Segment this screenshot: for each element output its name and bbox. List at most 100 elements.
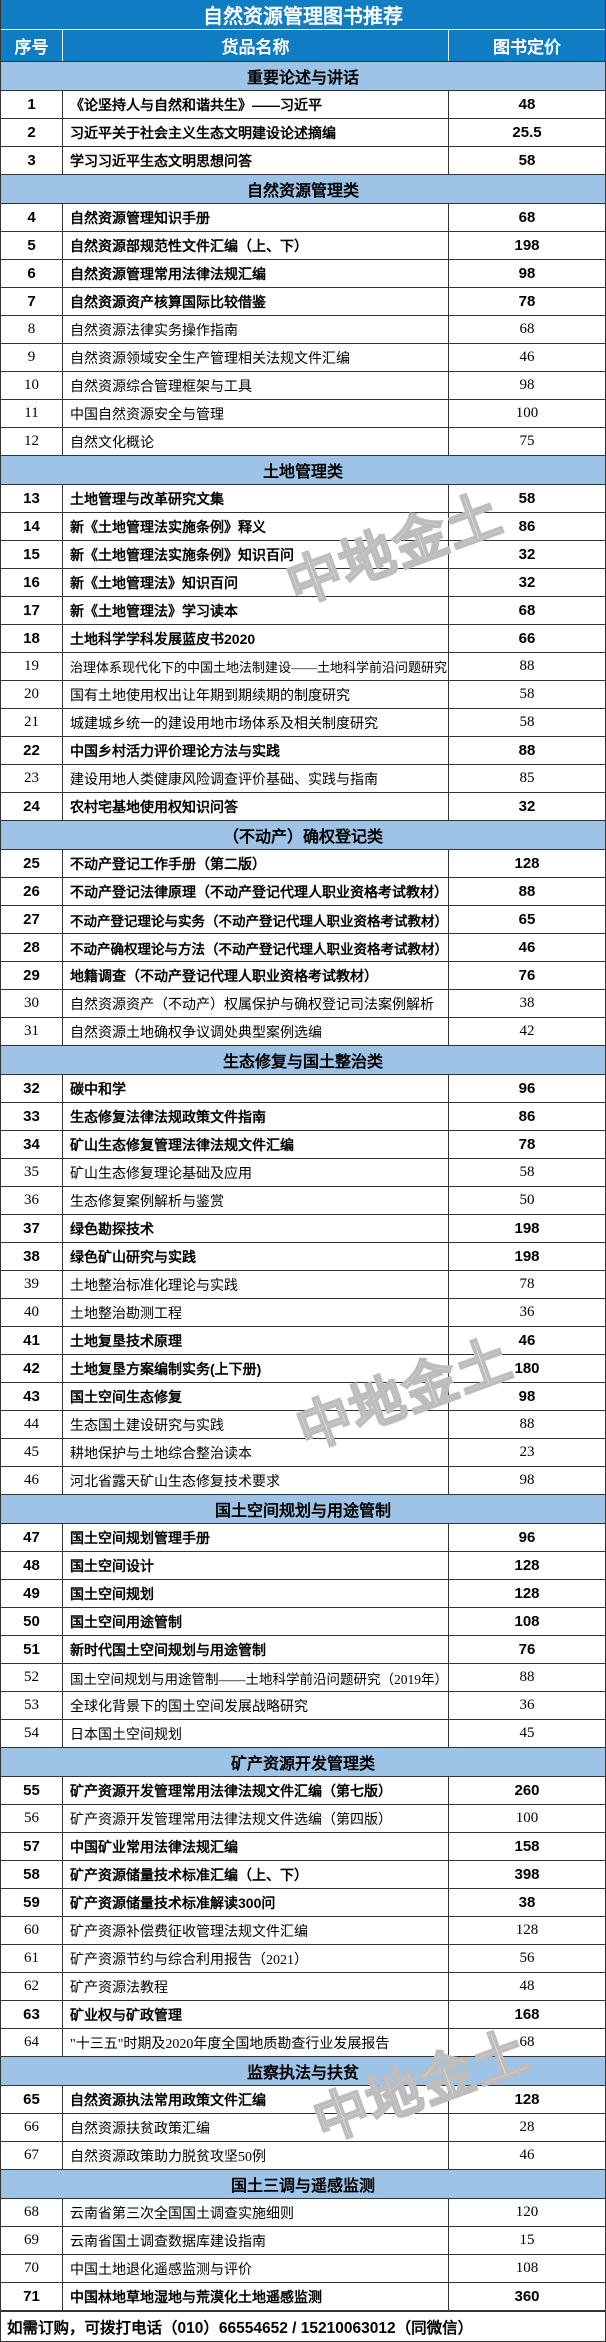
book-title: 自然资源综合管理框架与工具 [63,372,449,399]
book-title: 自然资源土地确权争议调处典型案例选编 [63,1018,449,1045]
row-number: 4 [1,204,63,231]
book-price: 86 [518,518,536,535]
row-number: 39 [1,1271,63,1298]
book-price: 58 [519,714,535,730]
book-price: 25.5 [512,124,542,141]
table-row: 28 不动产确权理论与方法（不动产登记代理人职业资格考试教材） 46 [1,934,605,962]
table-row: 53 全球化背景下的国土空间发展战略研究 36 [1,1692,605,1720]
table-row: 54 日本国土空间规划 45 [1,1720,605,1748]
row-number: 67 [1,2142,63,2169]
book-title: 耕地保护与土地综合整治读本 [63,1439,449,1466]
book-title: 河北省露天矿山生态修复技术要求 [63,1467,449,1494]
table-row: 57 中国矿业常用法律法规汇编 158 [1,1833,605,1861]
book-title: 中国土地退化遥感监测与评价 [63,2255,449,2282]
book-title: 新《土地管理法》学习读本 [63,597,449,624]
book-title: 自然资源部规范性文件汇编（上、下） [63,232,449,259]
book-title: 矿产资源法教程 [63,1973,449,2000]
book-title: 矿山生态修复管理法律法规文件汇编 [63,1131,449,1158]
row-number: 68 [1,2199,63,2226]
row-number: 51 [1,1636,63,1663]
book-price: 46 [518,939,536,956]
book-title: 新《土地管理法》知识百问 [63,569,449,596]
row-number: 59 [1,1889,63,1916]
book-price: 28 [519,2119,535,2135]
row-number: 56 [1,1805,63,1832]
book-title: 中国林地草地湿地与荒漠化土地遥感监测 [63,2283,449,2310]
row-number: 13 [1,485,63,512]
row-number: 46 [1,1467,63,1494]
row-number: 64 [1,2029,63,2056]
table-row: 58 矿产资源储量技术标准汇编（上、下） 398 [1,1861,605,1889]
row-number: 19 [1,653,63,680]
table-row: 45 耕地保护与土地综合整治读本 23 [1,1439,605,1467]
table-row: 64 "十三五"时期及2020年度全国地质勘查行业发展报告 68 [1,2029,605,2057]
row-number: 33 [1,1103,63,1130]
book-price: 56 [519,1950,535,1966]
row-number: 26 [1,878,63,905]
row-number: 16 [1,569,63,596]
book-title: 土地整治勘测工程 [63,1299,449,1326]
book-price: 38 [519,995,535,1011]
row-number: 55 [1,1777,63,1804]
row-number: 45 [1,1439,63,1466]
table-row: 26 不动产登记法律原理（不动产登记代理人职业资格考试教材） 88 [1,878,605,906]
book-title: 不动产登记理论与实务（不动产登记代理人职业资格考试教材） [63,906,449,933]
category-row: 重要论述与讲话 [1,62,605,91]
row-number: 63 [1,2001,63,2028]
book-title: 土地复垦方案编制实务(上下册) [63,1355,449,1382]
book-price: 42 [519,1023,535,1039]
book-price: 36 [519,1304,535,1320]
table-row: 71 中国林地草地湿地与荒漠化土地遥感监测 360 [1,2283,605,2311]
book-title: 土地科学学科发展蓝皮书2020 [63,625,449,652]
row-number: 41 [1,1327,63,1354]
row-number: 53 [1,1692,63,1719]
book-title: 自然资源扶贫政策汇编 [63,2114,449,2141]
table-row: 8 自然资源法律实务操作指南 68 [1,316,605,344]
table-row: 30 自然资源资产（不动产）权属保护与确权登记司法案例解析 38 [1,990,605,1018]
table-row: 70 中国土地退化遥感监测与评价 108 [1,2255,605,2283]
book-title: 不动产登记法律原理（不动产登记代理人职业资格考试教材） [63,878,449,905]
book-title: 新时代国土空间规划与用途管制 [63,1636,449,1663]
column-header-price: 图书定价 [493,38,561,57]
table-row: 9 自然资源领域安全生产管理相关法规文件汇编 46 [1,344,605,372]
column-header-serial: 序号 [1,30,63,61]
row-number: 20 [1,681,63,708]
book-price: 50 [519,1192,535,1208]
book-title: 绿色勘探技术 [63,1215,449,1242]
row-number: 65 [1,2086,63,2113]
book-title: 学习习近平生态文明思想问答 [63,147,449,174]
table-row: 60 矿产资源补偿费征收管理法规文件汇编 128 [1,1917,605,1945]
book-title: 地籍调查（不动产登记代理人职业资格考试教材） [63,962,449,989]
row-number: 3 [1,147,63,174]
book-title: 自然资源执法常用政策文件汇编 [63,2086,449,2113]
table-row: 5 自然资源部规范性文件汇编（上、下） 198 [1,232,605,260]
book-price: 38 [518,1894,536,1911]
book-title: 矿山生态修复理论基础及应用 [63,1159,449,1186]
row-number: 32 [1,1075,63,1102]
book-price: 46 [519,349,535,365]
row-number: 50 [1,1608,63,1635]
row-number: 10 [1,372,63,399]
row-number: 70 [1,2255,63,2282]
book-price: 398 [514,1866,540,1883]
column-header-item-name: 货品名称 [63,30,449,61]
table-row: 67 自然资源政策助力脱贫攻坚50例 46 [1,2142,605,2170]
table-row: 32 碳中和学 96 [1,1075,605,1103]
row-number: 60 [1,1917,63,1944]
book-price: 88 [519,1669,535,1685]
row-number: 58 [1,1861,63,1888]
category-row: （不动产）确权登记类 [1,821,605,850]
book-price: 108 [514,1613,540,1630]
table-row: 39 土地整治标准化理论与实践 78 [1,1271,605,1299]
book-price: 180 [514,1360,540,1377]
row-number: 15 [1,541,63,568]
table-row: 16 新《土地管理法》知识百问 32 [1,569,605,597]
book-price: 75 [519,433,535,449]
category-row: 监察执法与扶贫 [1,2057,605,2086]
book-title: 矿产资源开发管理常用法律法规文件选编（第四版） [63,1805,449,1832]
book-title: 矿产资源储量技术标准解读300问 [63,1889,449,1916]
table-row: 6 自然资源管理常用法律法规汇编 98 [1,260,605,288]
row-number: 29 [1,962,63,989]
